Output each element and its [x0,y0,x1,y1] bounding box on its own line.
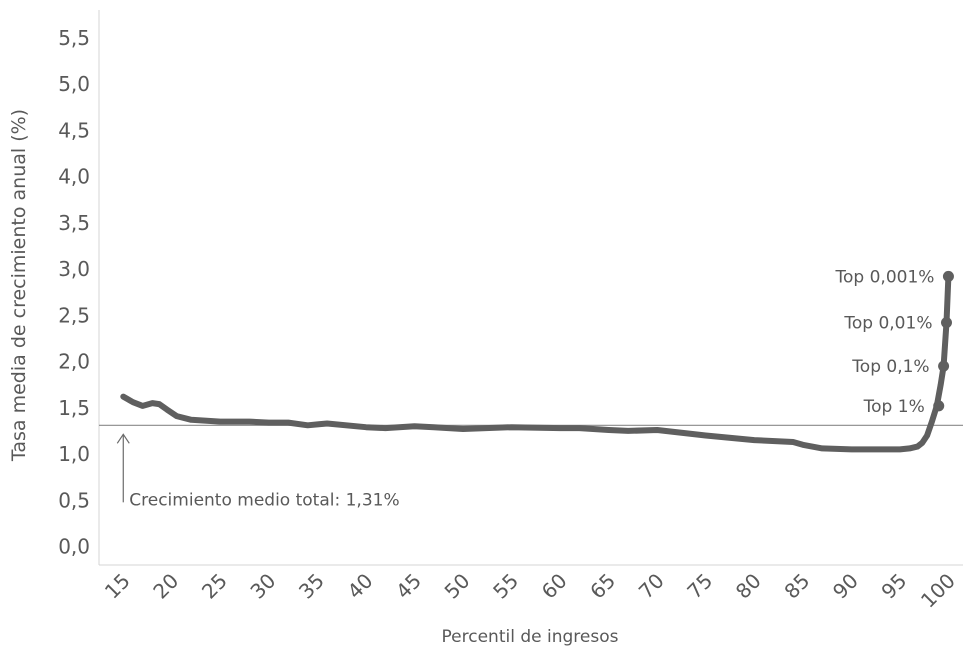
y-tick-label: 4,5 [58,118,90,142]
y-tick-label: 1,0 [58,442,90,466]
x-tick-labels: 15 20 25 30 35 40 45 50 55 60 65 70 75 80 85 90 95 100 [100,569,960,613]
y-tick-label: 4,0 [58,165,90,189]
marker-label: Top 0,01% [843,314,932,334]
x-tick-label: 95 [876,569,911,604]
x-tick-label: 15 [100,569,135,604]
series-layer [120,273,952,453]
marker-point [933,400,945,412]
y-tick-label: 0,5 [58,488,90,512]
y-tick-label: 3,5 [58,211,90,235]
x-tick-label: 85 [779,569,814,604]
marker-point [942,270,954,282]
x-tick-label: 90 [828,569,863,604]
x-tick-label: 100 [916,569,960,613]
y-tick-label: 1,5 [58,396,90,420]
x-tick-label: 35 [294,569,329,604]
y-tick-label: 0,0 [58,535,90,559]
y-tick-label: 3,0 [58,257,90,281]
marker-label: Top 0,001% [835,267,935,287]
reference-arrow-head [116,433,130,444]
series-line [120,273,952,453]
y-tick-label: 5,0 [58,72,90,96]
x-tick-label: 25 [197,569,232,604]
marker-point [940,317,952,329]
marker-layer: Top 1% Top 0,1% Top 0,01% Top 0,001% [835,267,954,417]
x-tick-label: 75 [682,569,717,604]
y-axis-title: Tasa media de crecimiento anual (%) [8,109,30,462]
marker-label: Top 1% [863,397,925,417]
x-tick-label: 60 [537,569,572,604]
x-tick-label: 80 [731,569,766,604]
x-tick-label: 65 [585,569,620,604]
y-tick-label: 2,0 [58,350,90,374]
reference-arrow [116,433,130,503]
y-tick-label: 2,5 [58,303,90,327]
marker-label: Top 0,1% [851,357,929,377]
reference-annotation: Crecimiento medio total: 1,31% [129,490,399,510]
x-tick-label: 30 [245,569,280,604]
marker-point [938,360,950,372]
y-tick-labels: 0,0 0,5 1,0 1,5 2,0 2,5 3,0 3,5 4,0 4,5 5,0 5,5 [58,26,90,559]
x-tick-label: 40 [343,569,378,604]
x-tick-label: 50 [440,569,475,604]
x-tick-label: 70 [634,569,669,604]
x-tick-label: 55 [488,569,523,604]
x-axis-title: Percentil de ingresos [442,627,619,647]
x-tick-label: 20 [148,569,183,604]
x-tick-label: 45 [391,569,426,604]
y-tick-label: 5,5 [58,26,90,50]
